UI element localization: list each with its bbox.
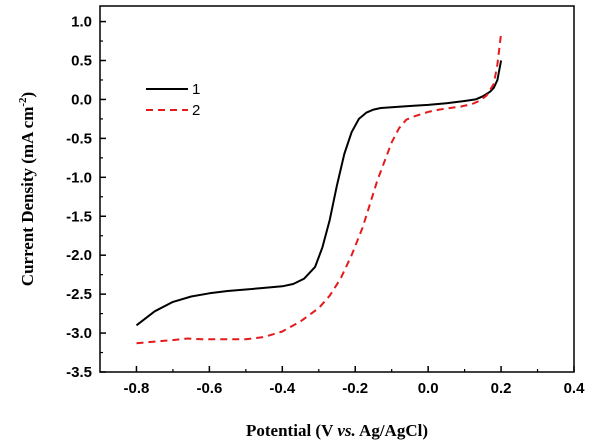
y-tick-label: -2.5 <box>66 286 92 303</box>
x-axis-title: Potential (V vs. Ag/AgCl) <box>246 421 428 440</box>
series-layer <box>135 33 503 345</box>
x-tick-label: 0.0 <box>418 380 439 397</box>
x-tick-label: -0.6 <box>196 380 222 397</box>
y-tick-label: -3.0 <box>66 325 92 342</box>
legend: 12 <box>146 81 200 119</box>
plot-frame <box>99 5 575 373</box>
series-line-1 <box>135 60 503 327</box>
y-tick-label: -0.5 <box>66 130 92 147</box>
y-tick-label: -1.5 <box>66 208 92 225</box>
y-tick-label: 0.0 <box>71 91 92 108</box>
ticks-layer: -0.8 -0.6 -0.4 -0.2 0.0 0.2 0.4 -3.5 -3.0 -2.5 -2.… <box>66 14 585 397</box>
x-tick-label: 0.2 <box>491 380 512 397</box>
legend-label-2: 2 <box>192 102 200 119</box>
legend-label-1: 1 <box>192 81 200 98</box>
y-tick-label: -1.0 <box>66 169 92 186</box>
x-tick-label: -0.8 <box>124 380 150 397</box>
y-tick-label: -3.5 <box>66 364 92 381</box>
y-tick-label: -2.0 <box>66 247 92 264</box>
x-tick-label: 0.4 <box>564 380 586 397</box>
series-line-2 <box>136 33 503 345</box>
y-tick-label: 0.5 <box>71 53 92 70</box>
x-tick-label: -0.2 <box>342 380 368 397</box>
x-tick-label: -0.4 <box>269 380 296 397</box>
y-tick-label: 1.0 <box>71 14 92 31</box>
y-axis-title: Current Density (mA cm-2) <box>17 92 37 286</box>
